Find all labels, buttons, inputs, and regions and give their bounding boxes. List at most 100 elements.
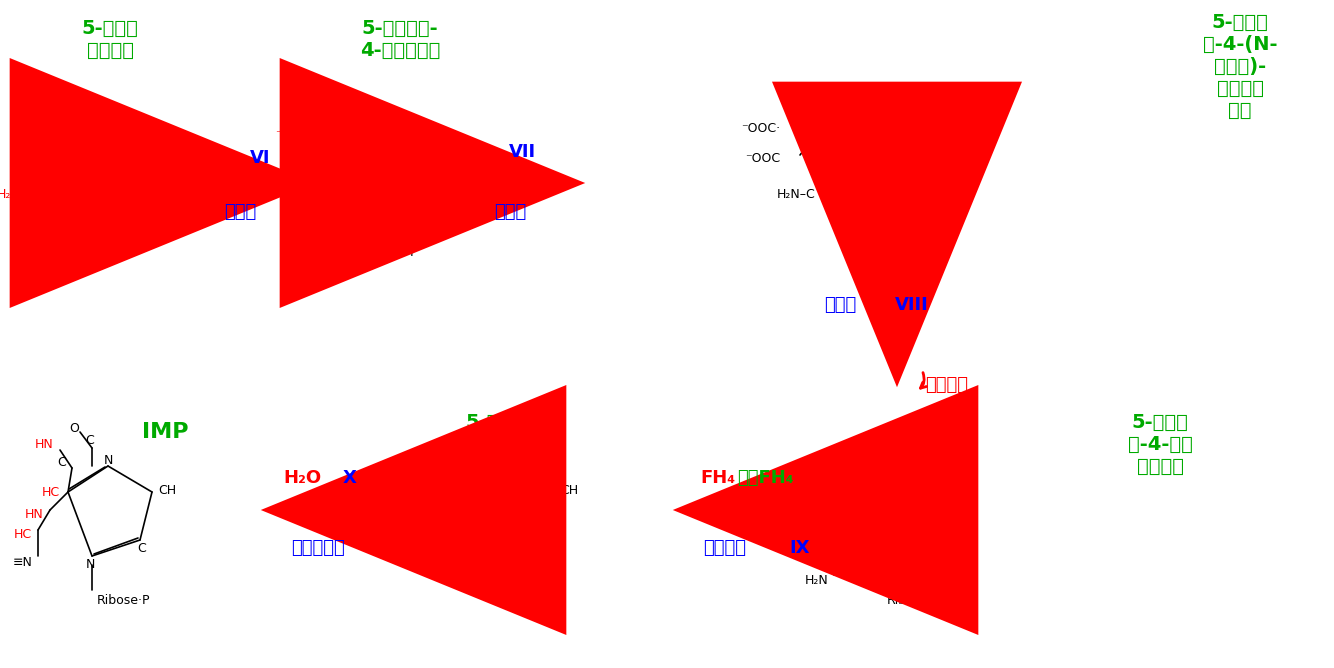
Text: C: C [455, 486, 464, 498]
Text: 羧化酶: 羧化酶 [224, 203, 256, 221]
Text: H: H [439, 496, 448, 508]
Text: 苷酸: 苷酸 [1229, 100, 1251, 120]
Text: C: C [907, 194, 916, 206]
Text: CH: CH [148, 140, 167, 152]
Text: O: O [69, 422, 79, 434]
Text: O: O [420, 450, 430, 462]
Text: 唑-4-甲酰: 唑-4-甲酰 [1127, 434, 1193, 454]
Text: H₂N–C: H₂N–C [407, 534, 446, 546]
Text: CH: CH [428, 140, 446, 152]
Text: 甲酰FH₄: 甲酰FH₄ [736, 469, 794, 487]
Text: C: C [447, 512, 456, 524]
Text: N: N [371, 108, 380, 120]
Text: N: N [75, 212, 84, 224]
Text: C: C [57, 456, 65, 468]
Text: 琥珀酸)-: 琥珀酸)- [1214, 57, 1266, 75]
Text: 甲酰胺核: 甲酰胺核 [1217, 79, 1263, 98]
Text: CH: CH [157, 484, 176, 496]
Text: Asp: Asp [462, 143, 499, 161]
Text: CH₂: CH₂ [796, 134, 819, 146]
Text: X: X [343, 469, 358, 487]
Text: ⁻OOC: ⁻OOC [275, 128, 309, 140]
Text: N: N [355, 212, 364, 224]
Text: ≡N: ≡N [13, 556, 33, 568]
Text: HN: HN [35, 438, 53, 450]
Text: 唑核苷酸: 唑核苷酸 [87, 41, 133, 59]
Text: N: N [93, 110, 103, 122]
Text: H: H [447, 568, 456, 582]
Text: C: C [826, 142, 834, 154]
Text: H₂N–C: H₂N–C [794, 534, 832, 546]
Text: C: C [538, 542, 546, 554]
Text: NH: NH [823, 556, 842, 568]
Text: 5-氨基咪唑-: 5-氨基咪唑- [362, 19, 439, 37]
Text: O: O [430, 496, 440, 508]
Text: 咪唑-4-甲: 咪唑-4-甲 [467, 434, 532, 454]
Text: VI: VI [249, 149, 271, 167]
Text: Ribose·P: Ribose·P [499, 593, 552, 607]
Text: 5-氨基咪: 5-氨基咪 [1211, 13, 1269, 31]
Text: 酰胺核苷酸: 酰胺核苷酸 [471, 456, 530, 476]
Text: 5-甲酰胺基: 5-甲酰胺基 [466, 413, 535, 432]
Text: Ribose·P: Ribose·P [97, 593, 151, 607]
Text: Ribose·P: Ribose·P [867, 246, 920, 259]
Text: CO₂: CO₂ [201, 149, 239, 167]
Text: ⁻OOC: ⁻OOC [744, 152, 780, 164]
Text: CH: CH [560, 484, 578, 496]
Text: 合成酶: 合成酶 [494, 203, 526, 221]
Text: ATP: ATP [463, 164, 498, 182]
Text: 裂解酶: 裂解酶 [824, 296, 856, 314]
Text: 5-氨基咪: 5-氨基咪 [81, 19, 139, 37]
Text: HC: HC [41, 486, 60, 498]
Text: O: O [935, 98, 944, 110]
Text: N: N [503, 452, 512, 464]
Text: 环化水解酶: 环化水解酶 [291, 539, 346, 557]
Text: C: C [407, 194, 415, 206]
Text: N: N [103, 454, 112, 466]
Text: N: N [875, 558, 884, 572]
Text: 胺核苷酸: 胺核苷酸 [1137, 456, 1183, 476]
Text: N: N [446, 556, 455, 568]
Text: H₂N–C: H₂N–C [776, 188, 815, 202]
Text: N: N [487, 558, 496, 572]
Text: HC: HC [40, 142, 57, 154]
Text: O: O [824, 462, 834, 474]
Text: Ribose·P: Ribose·P [887, 593, 940, 607]
Text: Ribose·P: Ribose·P [366, 246, 419, 259]
Text: H₂N: H₂N [804, 574, 828, 587]
Text: H: H [874, 146, 883, 158]
Text: HN: HN [25, 508, 44, 520]
Text: N: N [894, 452, 903, 464]
Text: C: C [436, 464, 446, 476]
Text: N: N [85, 558, 95, 572]
Text: CH: CH [930, 140, 948, 152]
Text: 4-羧基核苷酸: 4-羧基核苷酸 [360, 41, 440, 59]
Text: N: N [855, 212, 864, 224]
Text: Ribose·P: Ribose·P [85, 246, 139, 259]
Text: C: C [843, 486, 852, 498]
Text: H₂N–C: H₂N–C [275, 188, 313, 202]
Text: IMP: IMP [141, 422, 188, 442]
Text: 延胡索酸: 延胡索酸 [924, 376, 968, 394]
Text: N: N [874, 108, 883, 120]
Text: 5-氨基咪: 5-氨基咪 [1131, 413, 1189, 432]
Text: 转甲酰酶: 转甲酰酶 [703, 539, 747, 557]
Text: HC: HC [13, 528, 32, 540]
Text: ⁻OOC·: ⁻OOC· [740, 122, 780, 134]
Text: C: C [140, 194, 149, 206]
Text: VII: VII [508, 143, 535, 161]
Text: N: N [867, 126, 876, 140]
Text: H₂O: H₂O [283, 469, 321, 487]
Text: C: C [838, 476, 846, 488]
Text: FH₄: FH₄ [700, 469, 735, 487]
Text: VIII: VIII [895, 296, 928, 314]
Text: C: C [323, 142, 332, 154]
Text: CH: CH [950, 484, 968, 496]
Text: C: C [85, 434, 95, 446]
Text: IX: IX [790, 539, 810, 557]
Text: C: C [927, 542, 936, 554]
Text: 唑-4-(N-: 唑-4-(N- [1203, 35, 1277, 53]
Text: H₂N–C: H₂N–C [0, 188, 35, 202]
Text: C: C [137, 542, 145, 554]
Text: C: C [814, 116, 822, 128]
